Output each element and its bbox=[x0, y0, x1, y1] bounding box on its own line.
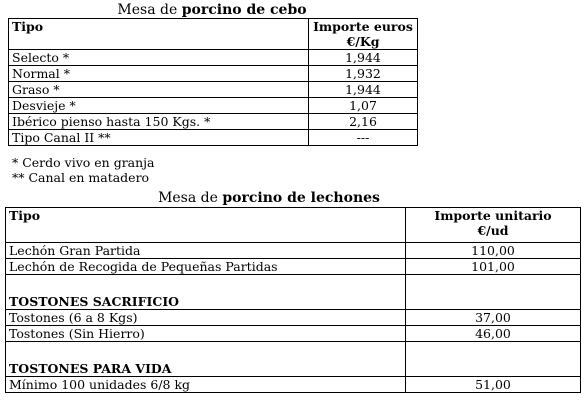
lechones-col-importe: Importe unitario €/ud bbox=[405, 207, 581, 243]
row-importe: 37,00 bbox=[405, 309, 581, 326]
cebo-title: Mesa de porcino de cebo bbox=[8, 2, 416, 19]
table-row: Mínimo 100 unidades 6/8 kg 51,00 bbox=[5, 376, 581, 393]
table-row: Selecto * 1,944 bbox=[8, 49, 418, 66]
cebo-col-importe: Importe euros €/Kg bbox=[308, 18, 418, 50]
cebo-header-row: Tipo Importe euros €/Kg bbox=[8, 18, 418, 50]
lechones-col-tipo: Tipo bbox=[5, 207, 406, 243]
row-importe: 51,00 bbox=[405, 376, 581, 393]
cebo-footnotes: * Cerdo vivo en granja ** Canal en matad… bbox=[3, 155, 155, 185]
row-importe: 1,932 bbox=[308, 65, 418, 82]
row-importe: 101,00 bbox=[405, 258, 581, 275]
section-row: TOSTONES SACRIFICIO bbox=[5, 274, 581, 310]
row-tipo: Normal * bbox=[8, 65, 309, 82]
row-importe: --- bbox=[308, 129, 418, 146]
cebo-col-importe-line2: €/Kg bbox=[346, 34, 380, 49]
row-tipo: Lechón Gran Partida bbox=[5, 242, 406, 259]
row-tipo: Ibérico pienso hasta 150 Kgs. * bbox=[8, 113, 309, 130]
cebo-col-importe-line1: Importe euros bbox=[313, 19, 413, 35]
table-row: Graso * 1,944 bbox=[8, 81, 418, 98]
table-row: Tostones (6 a 8 Kgs) 37,00 bbox=[5, 309, 581, 326]
cebo-col-tipo: Tipo bbox=[8, 18, 309, 50]
row-tipo: Desvieje * bbox=[8, 97, 309, 114]
row-tipo: Mínimo 100 unidades 6/8 kg bbox=[5, 376, 406, 393]
table-row: Lechón Gran Partida 110,00 bbox=[5, 242, 581, 259]
section-row: TOSTONES PARA VIDA bbox=[5, 341, 581, 377]
cebo-table: Tipo Importe euros €/Kg Selecto * 1,944 … bbox=[8, 18, 418, 146]
row-tipo: Lechón de Recogida de Pequeñas Partidas bbox=[5, 258, 406, 275]
table-row: Tostones (Sin Hierro) 46,00 bbox=[5, 325, 581, 342]
row-importe: 46,00 bbox=[405, 325, 581, 342]
row-importe: 2,16 bbox=[308, 113, 418, 130]
footnote: * Cerdo vivo en granja bbox=[12, 155, 155, 170]
cebo-title-bold: porcino de cebo bbox=[181, 2, 307, 18]
lechones-col-importe-line1: Importe unitario bbox=[434, 208, 552, 224]
lechones-title-prefix: Mesa de bbox=[158, 190, 218, 206]
cebo-title-prefix: Mesa de bbox=[117, 2, 178, 18]
lechones-title: Mesa de porcino de lechones bbox=[5, 190, 533, 207]
lechones-title-bold: porcino de lechones bbox=[222, 190, 380, 206]
table-row: Normal * 1,932 bbox=[8, 65, 418, 82]
lechones-table: Tipo Importe unitario €/ud Lechón Gran P… bbox=[5, 207, 581, 393]
row-tipo: Tostones (Sin Hierro) bbox=[5, 325, 406, 342]
table-row: Desvieje * 1,07 bbox=[8, 97, 418, 114]
row-importe: 1,944 bbox=[308, 81, 418, 98]
table-row: Ibérico pienso hasta 150 Kgs. * 2,16 bbox=[8, 113, 418, 130]
row-tipo: Selecto * bbox=[8, 49, 309, 66]
table-row: Tipo Canal II ** --- bbox=[8, 129, 418, 146]
section-title-sacrificio: TOSTONES SACRIFICIO bbox=[5, 274, 406, 310]
row-importe: 1,07 bbox=[308, 97, 418, 114]
section-empty-cell bbox=[405, 274, 581, 310]
lechones-header-row: Tipo Importe unitario €/ud bbox=[5, 207, 581, 243]
lechones-col-importe-line2: €/ud bbox=[477, 223, 509, 238]
footnote: ** Canal en matadero bbox=[12, 170, 150, 185]
row-tipo: Graso * bbox=[8, 81, 309, 98]
table-row: Lechón de Recogida de Pequeñas Partidas … bbox=[5, 258, 581, 275]
row-tipo: Tipo Canal II ** bbox=[8, 129, 309, 146]
row-tipo: Tostones (6 a 8 Kgs) bbox=[5, 309, 406, 326]
row-importe: 110,00 bbox=[405, 242, 581, 259]
section-title-vida: TOSTONES PARA VIDA bbox=[5, 341, 406, 377]
row-importe: 1,944 bbox=[308, 49, 418, 66]
section-empty-cell bbox=[405, 341, 581, 377]
